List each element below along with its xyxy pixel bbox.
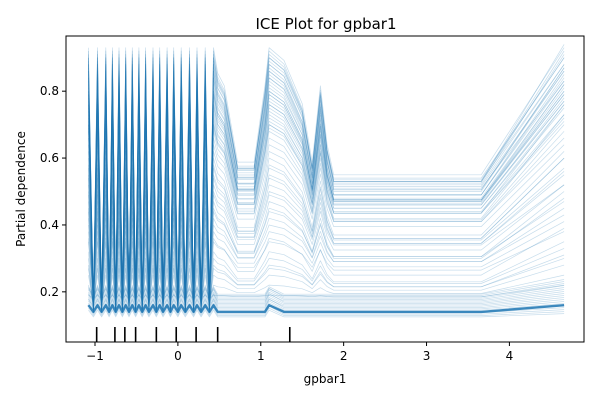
ice-line bbox=[88, 295, 565, 306]
ice-line bbox=[88, 174, 565, 303]
x-tick-label: 1 bbox=[257, 349, 265, 363]
ice-line bbox=[88, 64, 565, 306]
ice-line bbox=[88, 281, 565, 296]
ice-line bbox=[88, 131, 565, 306]
ice-line bbox=[88, 207, 565, 306]
average-line bbox=[87, 304, 565, 314]
ice-line bbox=[88, 50, 565, 309]
ice-line bbox=[88, 97, 565, 303]
x-tick-label: 3 bbox=[423, 349, 431, 363]
ice-line bbox=[88, 80, 565, 303]
ice-line bbox=[88, 121, 565, 299]
ice-line bbox=[88, 184, 565, 299]
y-tick-label: 0.2 bbox=[40, 285, 59, 299]
ice-line bbox=[88, 57, 565, 299]
x-tick-label: 0 bbox=[174, 349, 182, 363]
ice-line bbox=[88, 157, 565, 309]
ice-line bbox=[88, 307, 565, 316]
ice-line bbox=[88, 201, 565, 303]
ice-line bbox=[88, 114, 565, 303]
ice-line bbox=[88, 221, 565, 303]
y-tick-label: 0.8 bbox=[40, 84, 59, 98]
y-tick-label: 0.6 bbox=[40, 151, 59, 165]
ice-line bbox=[88, 77, 565, 299]
ice-line bbox=[88, 184, 565, 306]
ice-line bbox=[88, 254, 565, 309]
ice-line bbox=[88, 309, 565, 318]
ice-line bbox=[88, 90, 565, 309]
x-tick-label: 2 bbox=[340, 349, 348, 363]
ice-line bbox=[88, 258, 565, 306]
ice-line bbox=[88, 124, 565, 309]
axes-frame bbox=[65, 35, 585, 343]
ice-line bbox=[88, 64, 565, 299]
ice-line bbox=[88, 291, 565, 303]
ice-line bbox=[88, 47, 565, 303]
ice-line bbox=[88, 264, 565, 306]
x-tick-label: −1 bbox=[86, 349, 104, 363]
y-tick-label: 0.4 bbox=[40, 218, 59, 232]
ice-line bbox=[88, 214, 565, 299]
ice-line bbox=[88, 293, 565, 304]
ice-line bbox=[88, 283, 565, 298]
ice-line bbox=[88, 70, 565, 306]
ice-line bbox=[88, 144, 565, 303]
ice-line bbox=[88, 231, 565, 299]
axis-ticks: −1 0 1 2 3 4 0.2 0.4 0.6 0.8 bbox=[40, 84, 513, 363]
ice-line bbox=[88, 94, 565, 299]
ice-line bbox=[88, 57, 565, 299]
ice-line bbox=[88, 100, 565, 303]
plot-area bbox=[87, 44, 565, 342]
ice-line bbox=[88, 137, 565, 299]
ice-line bbox=[88, 279, 565, 295]
ice-line bbox=[88, 171, 565, 309]
ice-line bbox=[88, 297, 565, 307]
ice-line bbox=[88, 167, 565, 306]
ice-line bbox=[88, 248, 565, 309]
ice-line bbox=[88, 300, 565, 310]
x-tick-label: 4 bbox=[506, 349, 514, 363]
ice-line bbox=[88, 84, 565, 309]
ice-line bbox=[88, 107, 565, 299]
ice-line bbox=[88, 284, 565, 299]
ice-line bbox=[88, 104, 565, 306]
ice-line bbox=[88, 274, 565, 303]
ice-line bbox=[88, 289, 565, 302]
ice-line bbox=[88, 117, 565, 303]
x-axis-label: gpbar1 bbox=[304, 372, 347, 386]
ice-line bbox=[88, 90, 565, 309]
ice-line bbox=[88, 197, 565, 309]
ice-line bbox=[88, 70, 565, 303]
ice-line bbox=[88, 285, 565, 299]
ice-line bbox=[88, 94, 565, 306]
ice-line bbox=[88, 100, 565, 306]
ice-line bbox=[88, 77, 565, 309]
ice-line bbox=[88, 54, 565, 309]
ice-line bbox=[88, 298, 565, 308]
chart-title: ICE Plot for gpbar1 bbox=[255, 15, 396, 33]
y-axis-label: Partial dependence bbox=[14, 131, 28, 247]
ice-line bbox=[88, 87, 565, 306]
ice-line bbox=[88, 287, 565, 300]
